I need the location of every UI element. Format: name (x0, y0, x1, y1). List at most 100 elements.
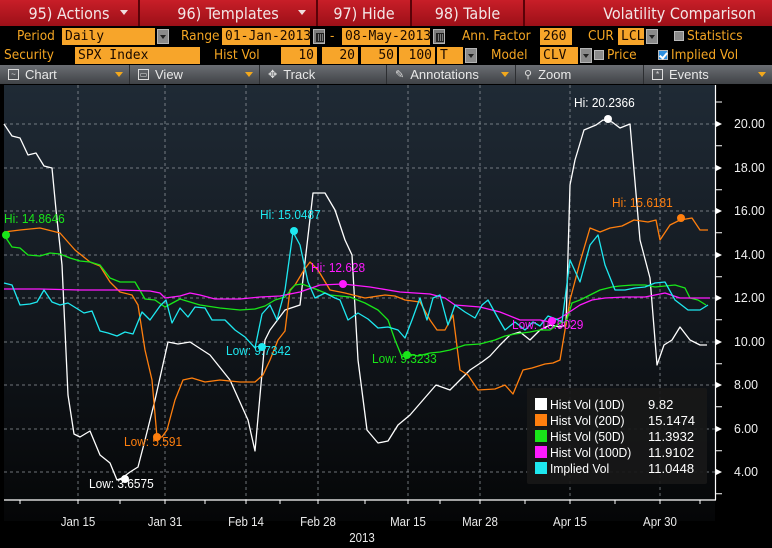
page-title: Volatility Comparison (525, 0, 772, 26)
currency-field[interactable]: LCL (618, 28, 644, 45)
range-start-field[interactable]: 01-Jan-2013 (222, 28, 310, 45)
hist50-low-annotation: Low: 9.3233 (372, 352, 437, 366)
x-tick-label: Apr 15 (553, 515, 587, 529)
hist100-high-annotation: Hi: 12.628 (311, 261, 366, 275)
legend-label: Implied Vol (549, 460, 609, 476)
annotations-menu[interactable]: ✎ Annotations (387, 65, 516, 84)
currency-dropdown-icon[interactable] (646, 29, 658, 44)
y-tick-label: 12.00 (734, 290, 765, 305)
x-tick-label: Mar 28 (462, 515, 498, 529)
statistics-label: Statistics (687, 28, 743, 44)
range-separator: - (330, 28, 335, 44)
y-tick-label: 16.00 (734, 203, 765, 218)
y-tick-label: 14.00 (734, 247, 765, 262)
hist50-high-annotation: Hi: 14.8646 (4, 212, 65, 226)
legend-swatch (535, 398, 547, 410)
hist-vol-window-2-field[interactable]: 20 (322, 47, 358, 64)
legend-value: 11.3932 (648, 428, 695, 444)
params-row-2: Security SPX Index Hist Vol 10 20 50 100… (0, 46, 772, 65)
range-end-field[interactable]: 08-May-2013 (342, 28, 430, 45)
view-menu[interactable]: ▭ View (130, 65, 260, 84)
hide-button-label: 97) Hide (333, 3, 395, 23)
events-menu[interactable]: * Events (644, 65, 772, 84)
legend-label: Hist Vol (100D) (549, 444, 632, 460)
templates-button[interactable]: 96) Templates (140, 0, 318, 26)
legend-item-hist10: Hist Vol (10D) 9.82 (535, 396, 707, 412)
chevron-down-icon (298, 10, 306, 15)
implied-vol-checkbox[interactable] (658, 50, 668, 60)
chart-legend: Hist Vol (10D) 9.82 Hist Vol (20D) 15.14… (527, 388, 707, 484)
y-tick-label: 18.00 (734, 160, 765, 175)
chevron-down-icon (115, 72, 123, 77)
hist100-low-annotation: Low: 10.9029 (512, 318, 584, 332)
calendar-icon[interactable] (433, 29, 445, 44)
hist-vol-window-1-field[interactable]: 10 (281, 47, 317, 64)
pencil-icon: ✎ (395, 69, 405, 81)
hide-button[interactable]: 97) Hide (318, 0, 412, 26)
legend-value: 9.82 (648, 396, 674, 412)
chart-menu[interactable]: ~ Chart (0, 65, 130, 84)
period-dropdown-icon[interactable] (157, 29, 169, 44)
chart-menu-label: Chart (25, 67, 57, 82)
events-icon: * (652, 69, 663, 80)
actions-button[interactable]: 95) Actions (0, 0, 140, 26)
legend-item-hist20: Hist Vol (20D) 15.1474 (535, 412, 707, 428)
ann-factor-label: Ann. Factor (462, 28, 531, 44)
track-button[interactable]: ✥ Track (260, 65, 387, 84)
hist-vol-window-4-field[interactable]: 100 (399, 47, 435, 64)
hist-vol-unit-field[interactable]: T (437, 47, 463, 64)
security-label: Security (4, 47, 54, 63)
statistics-checkbox[interactable] (674, 31, 684, 41)
hist-vol-label: Hist Vol (214, 47, 260, 63)
model-dropdown-icon[interactable] (580, 48, 592, 63)
chevron-down-icon (120, 10, 128, 15)
track-label: Track (283, 67, 316, 82)
x-tick-label: Jan 15 (60, 515, 96, 529)
legend-item-implied: Implied Vol 11.0448 (535, 460, 707, 476)
legend-value: 11.0448 (648, 460, 695, 476)
table-button[interactable]: 98) Table (412, 0, 525, 26)
legend-swatch (535, 446, 547, 458)
price-checkbox[interactable] (594, 50, 604, 60)
zoom-button[interactable]: ⚲ Zoom (516, 65, 644, 84)
currency-label: CUR (588, 28, 614, 44)
chevron-down-icon (245, 72, 253, 77)
x-tick-label: Mar 15 (390, 515, 426, 529)
legend-label: Hist Vol (50D) (549, 428, 625, 444)
hist-vol-unit-dropdown-icon[interactable] (465, 48, 477, 63)
view-menu-label: View (155, 67, 183, 82)
x-axis-year-label: 2013 (349, 531, 375, 545)
hist10-low-annotation: Low: 3.6575 (89, 477, 154, 491)
legend-value: 11.9102 (648, 444, 695, 460)
period-field[interactable]: Daily (62, 28, 155, 45)
model-field[interactable]: CLV (540, 47, 578, 64)
y-tick-label: 6.00 (734, 421, 759, 436)
hist-vol-window-3-field[interactable]: 50 (361, 47, 397, 64)
y-tick-label: 20.00 (734, 116, 765, 131)
hist10-high-annotation: Hi: 20.2366 (574, 96, 635, 110)
security-field[interactable]: SPX Index (75, 47, 200, 64)
magnifier-icon: ⚲ (524, 69, 533, 81)
ann-factor-field[interactable]: 260 (540, 28, 572, 45)
legend-swatch (535, 430, 547, 442)
legend-item-hist50: Hist Vol (50D) 11.3932 (535, 428, 707, 444)
crosshair-icon: ✥ (268, 69, 278, 81)
x-tick-label: Jan 31 (147, 515, 183, 529)
model-label: Model (491, 47, 528, 63)
page-title-text: Volatility Comparison (603, 3, 756, 23)
period-label: Period (17, 28, 55, 44)
y-tick-label: 10.00 (734, 334, 765, 349)
legend-label: Hist Vol (20D) (549, 412, 625, 428)
chevron-down-icon (501, 72, 509, 77)
actions-button-label: 95) Actions (28, 3, 110, 23)
legend-label: Hist Vol (10D) (549, 396, 625, 412)
implied-low-annotation: Low: 9.7342 (226, 344, 291, 358)
x-tick-label: Apr 30 (643, 515, 677, 529)
implied-high-annotation: Hi: 15.0487 (260, 208, 321, 222)
legend-value: 15.1474 (648, 412, 696, 428)
y-tick-label: 4.00 (734, 464, 759, 479)
legend-swatch (535, 462, 547, 474)
calendar-icon[interactable] (313, 29, 325, 44)
x-tick-label: Feb 14 (228, 515, 264, 529)
